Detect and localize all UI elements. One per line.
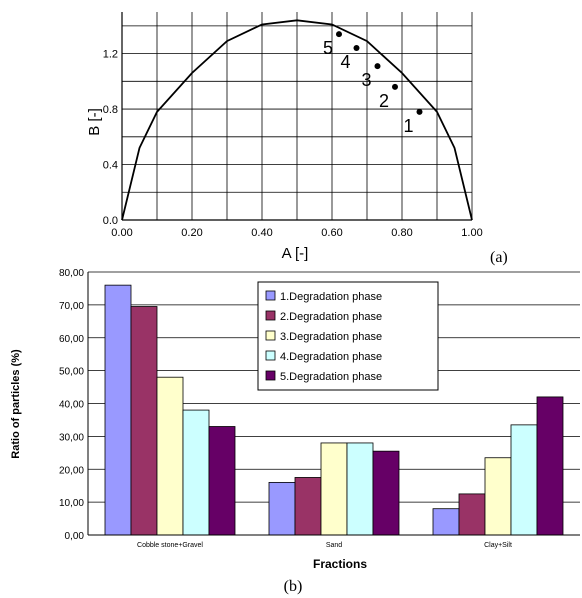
y-tick-label: 80,00 [59, 268, 84, 279]
category-label: Cobble stone+Gravel [137, 542, 203, 549]
y-tick-label: 0.4 [103, 160, 118, 172]
phase-point-label: 4 [341, 52, 351, 72]
y-tick-label: 0.0 [103, 215, 118, 227]
axes-a [121, 12, 472, 221]
y-tick-label: 20,00 [59, 465, 84, 476]
bars [104, 284, 564, 536]
category-label: Sand [326, 542, 342, 549]
x-tick-label: 0.40 [251, 227, 272, 239]
x-tick-label: 0.60 [321, 227, 342, 239]
y-tick-label: 50,00 [59, 367, 84, 378]
legend-box [257, 281, 439, 391]
y-tick-label: 1.2 [103, 49, 118, 61]
bar [346, 442, 374, 536]
bar [130, 306, 158, 536]
phase-point-label: 1 [404, 116, 414, 136]
bar [320, 442, 348, 536]
bar [484, 457, 512, 536]
bar-chart: 0,00 10,00 20,00 30,00 40,00 50,00 60,00 70,00 8… [10, 268, 580, 595]
legend-swatch [265, 310, 276, 321]
legend-label: 3.Degradation phase [280, 331, 382, 343]
grid-a [121, 12, 473, 221]
semicircle-chart: 0.00 0.20 0.40 0.60 0.80 1.00 0.0 0.4 0.8 1.2 12… [86, 12, 508, 266]
y-tick-label: 70,00 [59, 301, 84, 312]
bar [156, 376, 184, 536]
semicircle-curve [121, 19, 473, 221]
phase-point [416, 108, 423, 115]
phase-point-label: 5 [323, 38, 333, 58]
axes-b [87, 272, 580, 536]
legend-label: 4.Degradation phase [280, 351, 382, 363]
x-axis-label-a: A [-] [282, 245, 309, 262]
phase-point [392, 83, 398, 90]
phase-point-label: 3 [362, 70, 372, 90]
category-labels: Cobble stone+Gravel Sand Clay+Silt [137, 542, 512, 549]
y-tick-label: 10,00 [59, 498, 84, 509]
bar [208, 426, 236, 536]
bar [268, 481, 296, 536]
y-tick-labels-b: 0,00 10,00 20,00 30,00 40,00 50,00 60,00 70,00 8… [59, 268, 84, 542]
y-axis-label-b: Ratio of particles (%) [10, 349, 22, 459]
bar [372, 450, 400, 536]
legend-label: 1.Degradation phase [280, 291, 382, 303]
bar [294, 477, 322, 536]
legend-label: 2.Degradation phase [280, 311, 382, 323]
panel-label-a: (a) [490, 249, 508, 266]
panel-label-b: (b) [284, 578, 303, 595]
legend-swatch [265, 350, 276, 361]
phase-point-label: 2 [379, 91, 389, 111]
phase-point [336, 31, 342, 38]
y-tick-label: 0.8 [103, 104, 118, 116]
legend-label: 5.Degradation phase [280, 371, 382, 383]
bar [510, 424, 538, 536]
phase-point [353, 45, 360, 52]
curve-line [121, 19, 473, 221]
y-tick-label: 0,00 [65, 531, 85, 542]
category-label: Clay+Silt [484, 542, 512, 549]
bar [432, 508, 460, 536]
x-tick-labels-a: 0.00 0.20 0.40 0.60 0.80 1.00 [111, 227, 482, 239]
legend-swatch [265, 370, 276, 381]
x-tick-label: 0.80 [391, 227, 412, 239]
bar [104, 284, 132, 536]
bar [458, 493, 486, 536]
bar [536, 396, 564, 536]
x-tick-label: 0.00 [111, 227, 132, 239]
x-tick-label: 1.00 [461, 227, 482, 239]
bar [182, 409, 210, 536]
y-tick-label: 30,00 [59, 432, 84, 443]
legend: 1.Degradation phase 2.Degradation phase 3.… [257, 281, 439, 391]
y-tick-label: 60,00 [59, 334, 84, 345]
legend-swatch [265, 290, 276, 301]
legend-swatch [265, 330, 276, 341]
phase-point [374, 63, 381, 70]
y-tick-labels-a: 0.0 0.4 0.8 1.2 [103, 49, 118, 227]
y-axis-label-a: B [-] [86, 108, 103, 136]
y-tick-label: 40,00 [59, 400, 84, 411]
x-axis-label-b: Fractions [313, 557, 367, 571]
x-tick-label: 0.20 [181, 227, 202, 239]
